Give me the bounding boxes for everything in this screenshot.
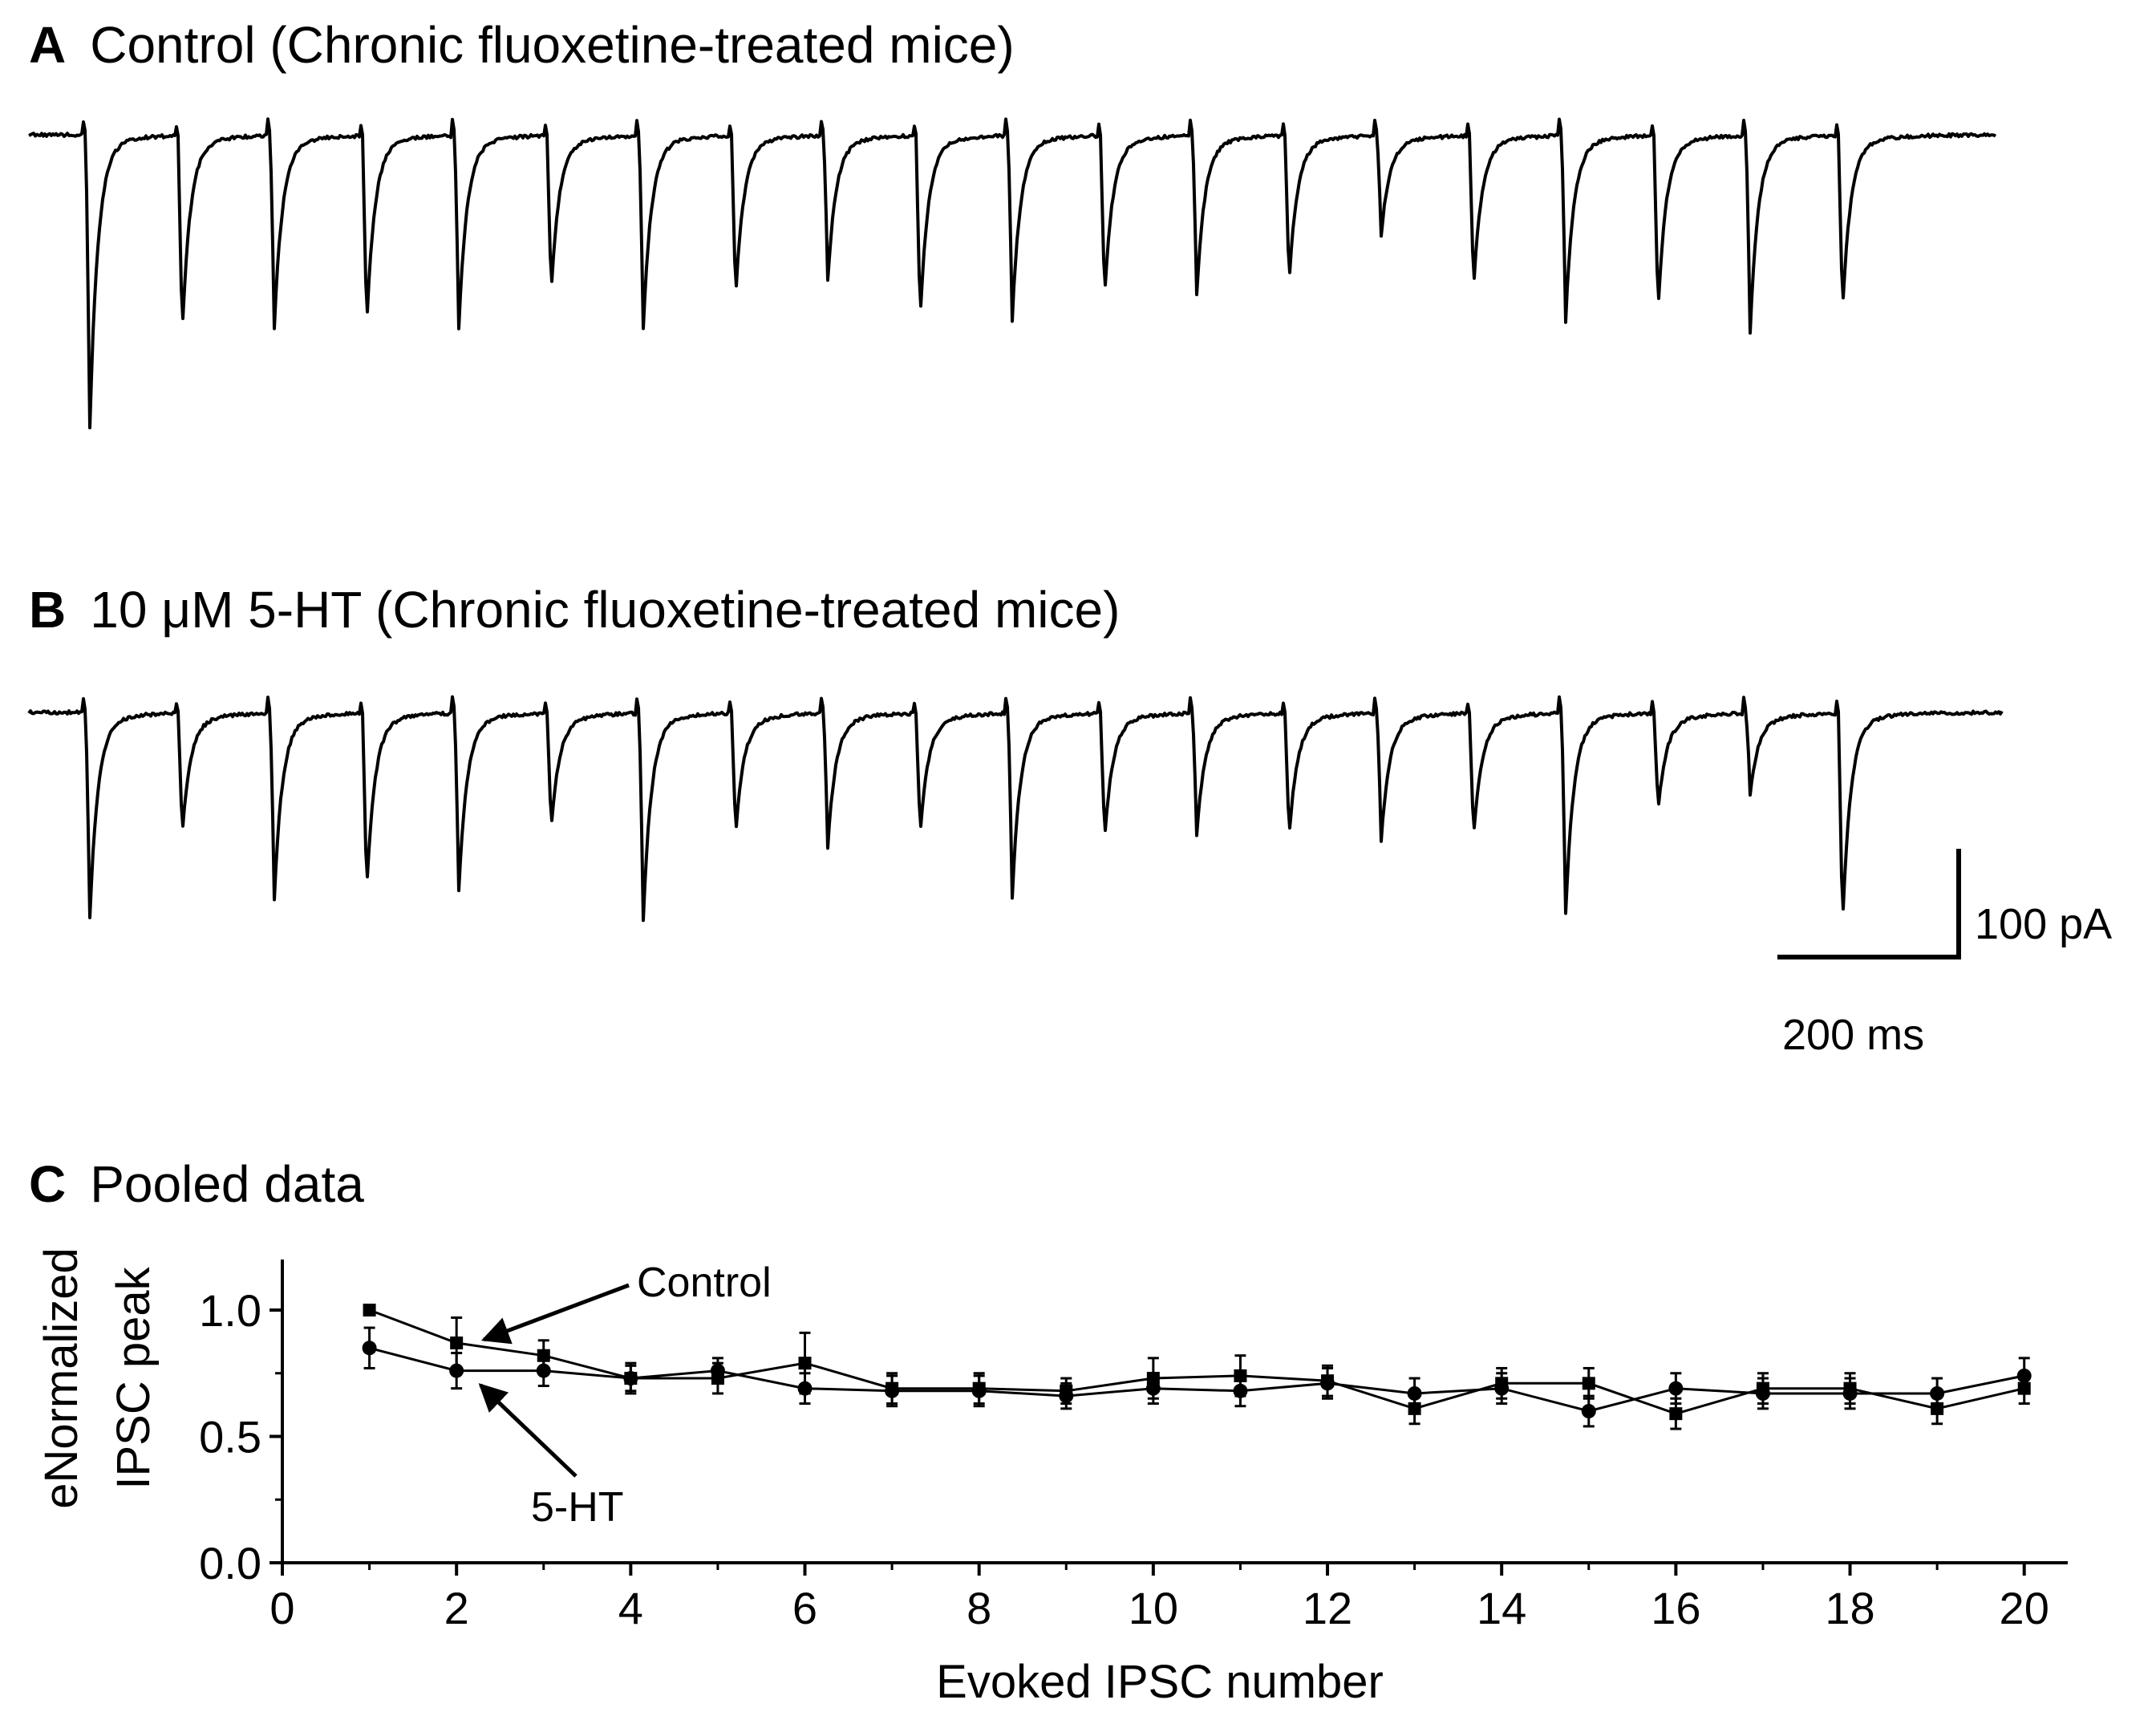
fht-annotation-arrow (478, 1383, 578, 1478)
x-tick-label-20: 20 (2000, 1583, 2049, 1633)
y-axis-label-line1: eNormalized (35, 1247, 87, 1509)
panel-a-title: A Control (Chronic fluoxetine-treated mic… (29, 19, 1015, 71)
fht-point (2016, 1368, 2032, 1383)
fht-point (536, 1363, 551, 1378)
fht-point (1407, 1385, 1422, 1401)
fht-series-line (369, 1346, 2024, 1413)
data-markers (362, 1304, 2032, 1421)
panel-c-title: C Pooled data (29, 1158, 364, 1210)
fht-point (1581, 1404, 1596, 1418)
panel-b-letter: B (29, 581, 67, 639)
panel-c-title-text: Pooled data (90, 1155, 364, 1213)
pooled-data-chart: 0 2 4 6 8 10 12 14 16 18 20 0.0 0.5 1.0 Control 5-HT E… (35, 1247, 2068, 1708)
fht-point (885, 1383, 900, 1398)
x-tick-label-18: 18 (1825, 1583, 1874, 1633)
scale-bar: 100 pA 200 ms (1777, 849, 2112, 1059)
x-tick-label-0: 0 (270, 1583, 294, 1633)
control-point (1931, 1402, 1944, 1415)
fht-point (1668, 1381, 1684, 1396)
control-annotation-arrow (480, 1283, 630, 1345)
x-tick-label-6: 6 (792, 1583, 817, 1633)
fht-point (971, 1383, 987, 1398)
fht-point (1233, 1383, 1248, 1398)
y-tick-label-1: 0.5 (199, 1412, 261, 1462)
x-tick-label-4: 4 (618, 1583, 643, 1633)
x-tick-label-14: 14 (1477, 1583, 1526, 1633)
fht-point (1145, 1381, 1161, 1396)
fht-point (1930, 1385, 1945, 1401)
chart-axes: 0 2 4 6 8 10 12 14 16 18 20 0.0 0.5 1.0 (199, 1260, 2068, 1633)
control-point (1146, 1372, 1160, 1385)
control-point (1669, 1407, 1683, 1421)
panel-a-letter: A (29, 16, 67, 74)
series-lines (369, 1308, 2025, 1415)
fht-annotation-label: 5-HT (531, 1484, 624, 1531)
fht-point (1059, 1389, 1074, 1404)
x-tick-label-16: 16 (1651, 1583, 1700, 1633)
control-ipsc-trace (28, 117, 1997, 430)
control-point (1408, 1402, 1421, 1415)
chart-annotations: Control 5-HT (478, 1260, 772, 1531)
panel-c-letter: C (29, 1155, 67, 1213)
fht-point (1494, 1381, 1510, 1396)
control-point (537, 1349, 550, 1362)
panel-a-title-text: Control (Chronic fluoxetine-treated mice… (90, 16, 1015, 74)
x-tick-label-12: 12 (1303, 1583, 1352, 1633)
panel-b-title: B 10 μM 5-HT (Chronic fluoxetine-treated … (29, 584, 1120, 635)
control-point (1582, 1377, 1595, 1390)
fht-point (362, 1341, 377, 1356)
fht-point (1755, 1385, 1770, 1401)
fht-point (1842, 1385, 1858, 1401)
fht-point (623, 1371, 638, 1386)
x-tick-label-2: 2 (444, 1583, 469, 1633)
x-axis-label: Evoked IPSC number (936, 1656, 1384, 1708)
fht-point (710, 1363, 725, 1378)
panel-b-title-text: 10 μM 5-HT (Chronic fluoxetine-treated m… (90, 581, 1121, 639)
control-point (798, 1357, 812, 1370)
fht-point (797, 1381, 813, 1396)
control-point (450, 1336, 464, 1349)
fht-point (1320, 1376, 1335, 1391)
control-point (1234, 1369, 1247, 1382)
control-point (2017, 1381, 2031, 1395)
control-series-line (369, 1308, 2025, 1415)
control-point (363, 1304, 376, 1316)
scale-bar-current-label: 100 pA (1975, 900, 2112, 948)
control-annotation-label: Control (637, 1260, 772, 1306)
x-tick-label-8: 8 (967, 1583, 991, 1633)
fht-ipsc-trace (27, 695, 2004, 923)
fht-point (449, 1363, 464, 1378)
y-tick-label-0: 0.0 (199, 1538, 261, 1588)
y-axis-label-line2: IPSC peak (107, 1266, 160, 1489)
scale-bar-time-label: 200 ms (1782, 1011, 1924, 1059)
x-tick-label-10: 10 (1129, 1583, 1178, 1633)
y-tick-label-2: 1.0 (199, 1285, 261, 1336)
